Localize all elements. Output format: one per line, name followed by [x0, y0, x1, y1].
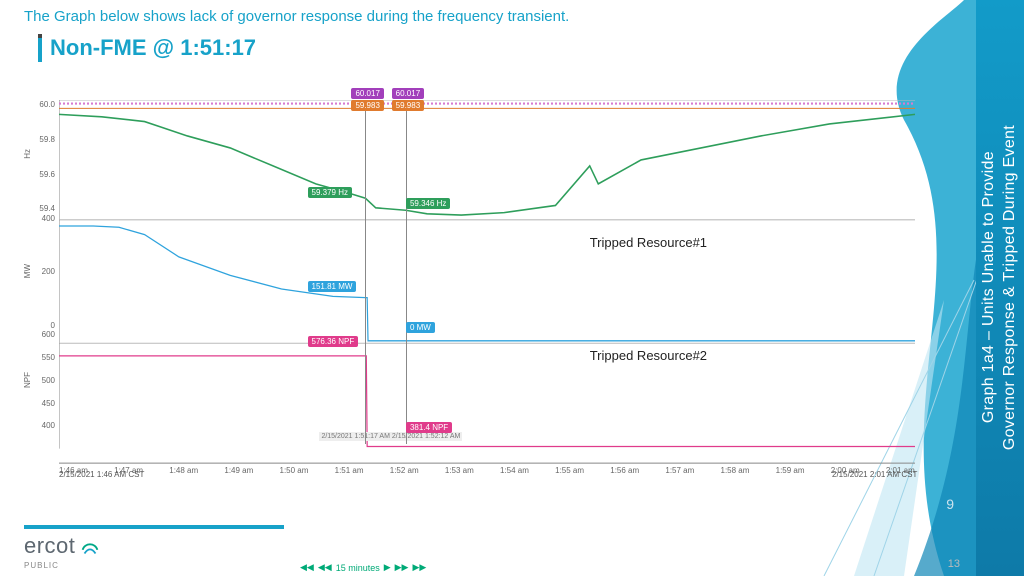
- forward-fast-icon[interactable]: ▶▶: [412, 562, 426, 573]
- x-tick-label: 1:49 am: [224, 466, 253, 480]
- sidebar-title: Graph 1a4 – Units Unable to Provide Gove…: [979, 125, 1021, 450]
- slide: Graph 1a4 – Units Unable to Provide Gove…: [0, 0, 1024, 576]
- rewind-fast-icon[interactable]: ◀◀: [300, 562, 314, 573]
- logo-row: ercot: [24, 533, 284, 559]
- timestamp-right: 2/15/2021 2:01 AM CST: [832, 470, 917, 479]
- slide-title: Non-FME @ 1:51:17: [50, 35, 256, 61]
- y-axis-label: NPF: [23, 372, 32, 388]
- y-tick-label: 400: [25, 214, 57, 223]
- plot-area: 60.0 59.8 59.6 59.4 Hz 59.379 Hz 59.346 Hz 400 2…: [25, 100, 915, 480]
- x-tick-label: 1:55 am: [555, 466, 584, 480]
- title-wrap: Non-FME @ 1:51:17: [38, 34, 256, 62]
- y-axis-label: MW: [23, 264, 32, 278]
- x-tick-label: 1:54 am: [500, 466, 529, 480]
- cursor-badge-sub: 59.983: [392, 100, 424, 111]
- cursor-badge-top: 60.017: [392, 88, 424, 99]
- value-badge: 59.346 Hz: [406, 198, 450, 209]
- cursor-badge-top: 60.017: [351, 88, 383, 99]
- page-number: 13: [948, 558, 960, 570]
- playback-range-label: 15 minutes: [336, 563, 380, 573]
- value-badge: 381.4 NPF: [406, 422, 452, 433]
- x-tick-label: 1:58 am: [721, 466, 750, 480]
- y-tick-label: 59.4: [25, 204, 57, 213]
- chart-svg: [59, 100, 915, 480]
- y-tick-label: 0: [25, 321, 57, 330]
- slide-caption: The Graph below shows lack of governor r…: [24, 8, 569, 25]
- trip-label: Tripped Resource#1: [590, 235, 707, 250]
- cursor-badge-sub: 59.983: [351, 100, 383, 111]
- value-badge: 151.81 MW: [308, 281, 357, 292]
- series-mw-trace: [59, 226, 915, 341]
- corner-badge: 9: [946, 496, 954, 512]
- ercot-logo-icon: [79, 537, 101, 559]
- timestamp-left: 2/15/2021 1:46 AM CST: [59, 470, 144, 479]
- x-tick-label: 1:51 am: [335, 466, 364, 480]
- ercot-logo-text: ercot: [24, 533, 75, 559]
- rewind-icon[interactable]: ◀◀: [318, 562, 332, 573]
- cursor-line[interactable]: [406, 100, 407, 444]
- y-tick-label: 59.8: [25, 135, 57, 144]
- y-tick-label: 550: [25, 353, 57, 362]
- forward-icon[interactable]: ▶▶: [395, 562, 409, 573]
- y-axis-label: Hz: [23, 149, 32, 159]
- y-tick-label: 600: [25, 330, 57, 339]
- series-frequency: [59, 114, 915, 215]
- cursor-line[interactable]: [365, 100, 366, 444]
- y-tick-label: 59.6: [25, 170, 57, 179]
- sidebar-line2: Governor Response & Tripped During Event: [1001, 125, 1018, 450]
- sidebar-line1: Graph 1a4 – Units Unable to Provide: [980, 152, 997, 424]
- x-tick-label: 1:50 am: [280, 466, 309, 480]
- y-tick-label: 400: [25, 421, 57, 430]
- x-tick-label: 1:57 am: [665, 466, 694, 480]
- value-badge: 59.379 Hz: [308, 187, 352, 198]
- value-badge: 576.36 NPF: [308, 336, 359, 347]
- x-tick-label: 1:59 am: [776, 466, 805, 480]
- y-tick-label: 60.0: [25, 100, 57, 109]
- title-accent-bar: [38, 34, 42, 62]
- play-icon[interactable]: ▶: [384, 562, 391, 573]
- public-label: PUBLIC: [24, 561, 284, 570]
- x-tick-label: 1:56 am: [610, 466, 639, 480]
- x-tick-label: 1:52 am: [390, 466, 419, 480]
- y-tick-label: 450: [25, 399, 57, 408]
- x-tick-label: 1:53 am: [445, 466, 474, 480]
- chart-container: 60.0 59.8 59.6 59.4 Hz 59.379 Hz 59.346 Hz 400 2…: [25, 100, 915, 480]
- playback-controls: ◀◀ ◀◀ 15 minutes ▶ ▶▶ ▶▶: [300, 562, 426, 573]
- cursor-timestamps: 2/15/2021 1:51:17 AM 2/15/2021 1:52:12 A…: [319, 432, 462, 441]
- footer-logo-area: ercot PUBLIC: [24, 525, 284, 570]
- value-badge: 0 MW: [406, 322, 435, 333]
- x-axis: 1:46 am1:47 am1:48 am1:49 am1:50 am1:51 …: [59, 466, 915, 480]
- logo-rule: [24, 525, 284, 529]
- trip-label: Tripped Resource#2: [590, 348, 707, 363]
- x-tick-label: 1:48 am: [169, 466, 198, 480]
- sidebar-band: Graph 1a4 – Units Unable to Provide Gove…: [976, 0, 1024, 576]
- series-npf-trace: [59, 356, 915, 447]
